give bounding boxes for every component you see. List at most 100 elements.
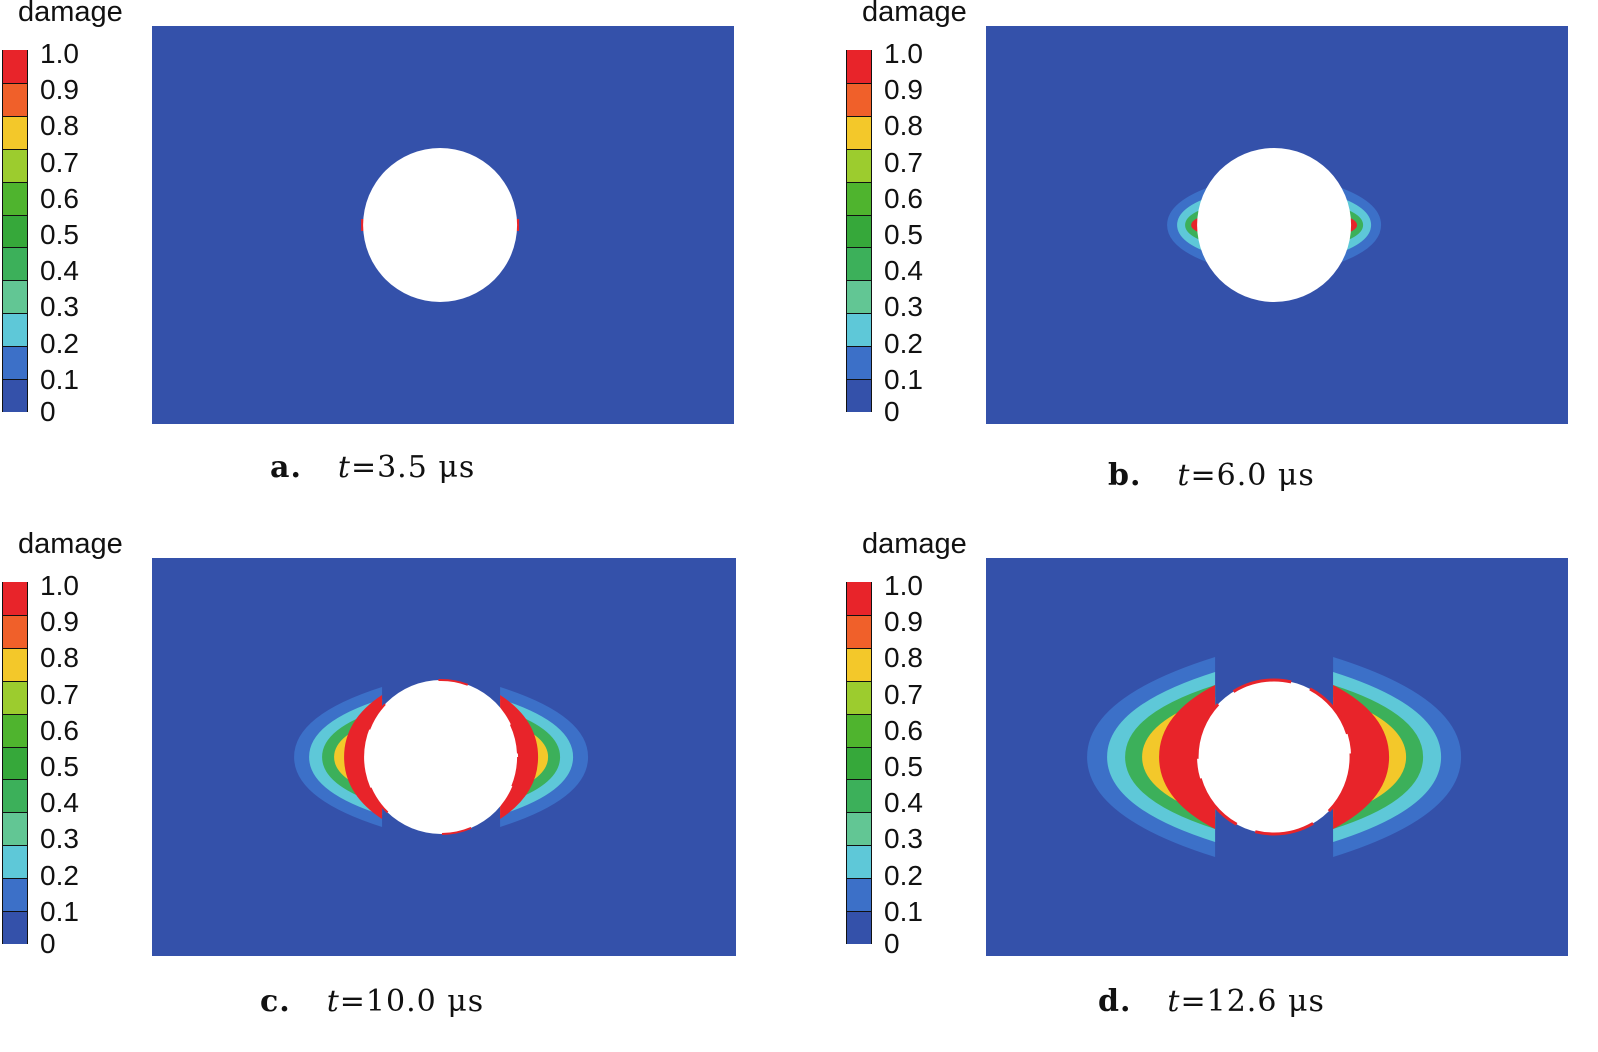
colorbar-segment (847, 379, 871, 412)
panel-caption: b. t=6.0 μs (1108, 458, 1315, 493)
damage-zone-right (1333, 685, 1390, 829)
colorbar-tick-label: 0.8 (40, 110, 79, 142)
circular-hole (1197, 680, 1352, 834)
time-value: =12.6 μs (1180, 984, 1325, 1019)
colorbar-tick-label: 0.1 (40, 363, 79, 395)
colorbar-tick-label: 0.5 (40, 219, 79, 250)
colorbar-segment (3, 346, 27, 380)
colorbar-segment (3, 82, 27, 116)
panel-d: damage 1.0 0.9 0.8 0.7 0.6 0.5 0.4 0.3 0.2 0.1 0 d… (844, 528, 1598, 1052)
colorbar-segment (847, 614, 871, 648)
hole-edge-damage (363, 679, 520, 835)
panel-caption: d. t=12.6 μs (1098, 984, 1325, 1019)
colorbar-tick-label: 0.3 (884, 291, 923, 323)
colorbar-segment (3, 878, 27, 912)
colorbar-tick-label: 0.7 (40, 678, 79, 710)
colorbar-tick-label: 0.5 (40, 751, 79, 782)
circular-hole (364, 680, 519, 834)
panel-letter: c. (260, 984, 291, 1019)
damage-contour-plot (152, 26, 734, 424)
colorbar-tick-label: 0.4 (884, 787, 923, 819)
colorbar-segment (3, 779, 27, 813)
colorbar-tick-label: 0.1 (884, 363, 923, 395)
panel-caption: c. t=10.0 μs (260, 984, 484, 1019)
damage-contour-plot (986, 558, 1568, 956)
colorbar (2, 582, 28, 944)
damage-contour-plot (986, 26, 1568, 424)
colorbar-segment (3, 214, 27, 248)
colorbar-tick-label: 0.1 (884, 895, 923, 927)
colorbar-title: damage (862, 0, 967, 28)
colorbar-segment (847, 680, 871, 714)
colorbar-segment (3, 680, 27, 714)
colorbar-title: damage (862, 528, 967, 560)
colorbar-tick-label: 0.1 (40, 895, 79, 927)
colorbar-tick-label: 0.9 (884, 606, 923, 638)
colorbar-segment (847, 845, 871, 879)
colorbar-segment (3, 647, 27, 681)
colorbar-segment (847, 313, 871, 347)
colorbar-tick-label: 0 (40, 928, 56, 959)
colorbar (2, 50, 28, 412)
colorbar-tick-label: 0.7 (884, 678, 923, 710)
time-variable: t (326, 984, 340, 1019)
colorbar-segment (847, 582, 871, 615)
colorbar-tick-label: 0.5 (884, 751, 923, 782)
colorbar-tick-label: 0.9 (40, 606, 79, 638)
colorbar-tick-label: 0.5 (884, 219, 923, 250)
colorbar-tick-label: 1.0 (40, 570, 79, 601)
colorbar-segment (3, 115, 27, 149)
hole-edge-damage (1195, 678, 1353, 836)
colorbar-tick-label: 0.9 (884, 74, 923, 106)
colorbar-tick-label: 1.0 (884, 570, 923, 601)
colorbar-segment (847, 346, 871, 380)
colorbar-segment (3, 911, 27, 944)
colorbar (846, 50, 872, 412)
colorbar-tick-label: 0.3 (40, 823, 79, 855)
panel-letter: d. (1098, 984, 1132, 1019)
time-variable: t (1177, 458, 1191, 493)
colorbar-tick-label: 0.4 (40, 255, 79, 287)
panel-a: damage 1.0 0.9 0.8 0.7 0.6 0.5 0.4 0.3 0.2 0.1 0 a… (0, 0, 799, 520)
colorbar-tick-label: 0.4 (40, 787, 79, 819)
colorbar-tick-label: 0.8 (884, 642, 923, 674)
colorbar-segment (3, 181, 27, 215)
colorbar-tick-label: 0.7 (40, 146, 79, 178)
damage-zone-left (1159, 685, 1216, 829)
colorbar (846, 582, 872, 944)
colorbar-segment (847, 878, 871, 912)
circular-hole (363, 148, 518, 302)
colorbar-segment (847, 647, 871, 681)
colorbar-segment (847, 115, 871, 149)
damage-contour-plot (152, 558, 736, 956)
colorbar-tick-label: 0.2 (40, 327, 79, 359)
colorbar-segment (847, 713, 871, 747)
time-value: =10.0 μs (339, 984, 485, 1019)
panel-letter: b. (1108, 458, 1142, 493)
colorbar-segment (3, 148, 27, 182)
colorbar-segment (847, 247, 871, 281)
colorbar-tick-label: 0.6 (40, 182, 79, 214)
colorbar-tick-label: 0 (884, 928, 900, 959)
colorbar-tick-label: 0.4 (884, 255, 923, 287)
colorbar-tick-label: 0.6 (884, 182, 923, 214)
time-value: =3.5 μs (350, 450, 476, 485)
colorbar-tick-label: 1.0 (40, 38, 79, 69)
colorbar-tick-label: 0.3 (40, 291, 79, 323)
colorbar-tick-label: 0.8 (884, 110, 923, 142)
colorbar-title: damage (18, 0, 123, 28)
time-variable: t (337, 450, 351, 485)
colorbar-tick-label: 0.8 (40, 642, 79, 674)
colorbar-tick-label: 0.2 (884, 859, 923, 891)
colorbar-tick-label: 0 (40, 396, 56, 427)
colorbar-segment (847, 50, 871, 83)
colorbar-segment (847, 82, 871, 116)
colorbar-segment (847, 214, 871, 248)
colorbar-segment (3, 845, 27, 879)
colorbar-segment (3, 812, 27, 846)
colorbar-segment (847, 779, 871, 813)
colorbar-tick-label: 0.9 (40, 74, 79, 106)
panel-c: damage 1.0 0.9 0.8 0.7 0.6 0.5 0.4 0.3 0.2 0.1 0 c… (0, 528, 799, 1052)
colorbar-tick-label: 1.0 (884, 38, 923, 69)
colorbar-segment (3, 50, 27, 83)
